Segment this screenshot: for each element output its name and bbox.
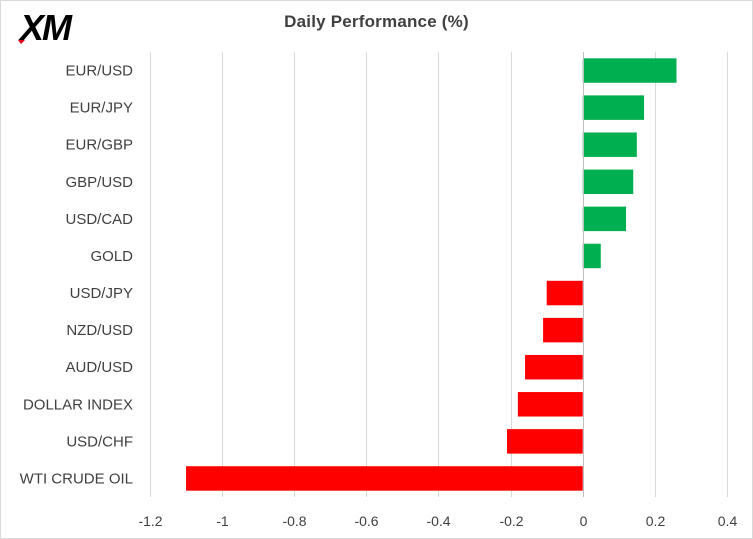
bar [582, 132, 637, 157]
bar [186, 466, 583, 491]
x-tick-label: -0.4 [426, 513, 450, 529]
bar [582, 206, 627, 232]
bar [507, 429, 583, 454]
category-label: EUR/GBP [65, 137, 133, 154]
category-label: USD/CHF [66, 433, 133, 450]
bar [543, 317, 583, 343]
x-tick-label: -0.2 [499, 513, 523, 529]
x-tick-label: 0 [580, 513, 588, 529]
x-tick-labels: -1.2 -1 -0.8 -0.6 -0.4 -0.2 0 0.2 0.4 [138, 513, 737, 529]
category-label: GBP/USD [65, 174, 133, 191]
bar [525, 354, 583, 380]
bar [546, 280, 583, 306]
xm-logo: XM [18, 10, 75, 44]
category-label: USD/JPY [70, 285, 133, 302]
x-tick-label: -0.6 [354, 513, 378, 529]
gridlines [150, 52, 728, 497]
bars [186, 58, 677, 491]
x-tick-label: 0.2 [646, 513, 666, 529]
category-labels: EUR/USD EUR/JPY EUR/GBP GBP/USD USD/CAD GOLD U… [20, 63, 134, 488]
category-label: EUR/JPY [70, 100, 133, 117]
category-label: WTI CRUDE OIL [20, 470, 133, 487]
bar [582, 243, 601, 269]
category-label: USD/CAD [65, 211, 133, 228]
bar [517, 392, 583, 417]
x-tick-label: 0.4 [718, 513, 738, 529]
bar [582, 58, 677, 83]
category-label: EUR/USD [65, 63, 133, 80]
chart-title: Daily Performance (%) [284, 12, 469, 31]
category-label: DOLLAR INDEX [23, 396, 133, 413]
x-tick-label: -1 [216, 513, 229, 529]
logo-accent-mark [18, 40, 25, 44]
bar [582, 95, 645, 120]
category-label: GOLD [90, 248, 133, 265]
x-tick-label: -0.8 [282, 513, 306, 529]
category-label: NZD/USD [66, 322, 133, 339]
bar [582, 169, 634, 195]
category-label: AUD/USD [65, 359, 133, 376]
logo-text: XM [18, 10, 73, 44]
x-tick-label: -1.2 [138, 513, 162, 529]
